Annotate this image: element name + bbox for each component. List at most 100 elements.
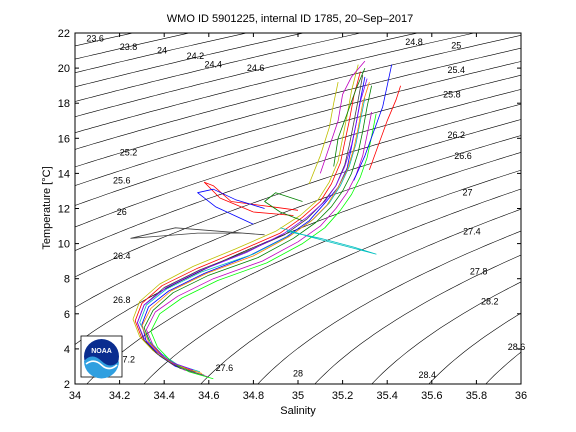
density-contour-line [75, 33, 248, 74]
svg-text:24.8: 24.8 [405, 37, 423, 47]
density-contour-label: 25 [451, 40, 461, 50]
chart-title: WMO ID 5901225, internal ID 1785, 20–Sep… [167, 13, 413, 25]
svg-text:27.4: 27.4 [463, 226, 481, 236]
density-contour-line [75, 33, 305, 88]
svg-text:24: 24 [157, 46, 167, 56]
density-contour-label: 25.6 [113, 175, 131, 185]
density-contour-label: 24.8 [405, 37, 423, 47]
density-contour-label: 25.2 [120, 147, 138, 157]
svg-text:28.6: 28.6 [508, 342, 526, 352]
svg-text:24.6: 24.6 [247, 63, 265, 73]
density-contour-label: 27.4 [463, 226, 481, 236]
svg-text:26.8: 26.8 [113, 295, 131, 305]
svg-text:27.6: 27.6 [216, 363, 234, 373]
density-contour-line [75, 135, 521, 308]
density-contour-label: 26.8 [113, 295, 131, 305]
y-tick-label: 14 [58, 168, 70, 180]
density-contour-label: 27.8 [470, 267, 488, 277]
density-contour-label: 23.8 [120, 42, 138, 52]
x-axis: 34 34.2 34.4 34.6 34.8 35 35.2 35.4 35.6 35.8 36 [69, 33, 527, 402]
density-contour-label: 24.4 [205, 60, 223, 70]
density-contour-line [75, 103, 521, 251]
profile-line [333, 67, 366, 167]
density-contour-label: 26 [117, 207, 127, 217]
svg-text:23.6: 23.6 [86, 33, 104, 43]
svg-text:24.2: 24.2 [187, 51, 205, 61]
density-contour-line [75, 33, 419, 118]
svg-text:26: 26 [117, 207, 127, 217]
density-contour-line [75, 119, 521, 278]
density-contour-labels: 23.6 23.8 24 24.224.4 24.6 24.8 25 25.2 25.4 25.6… [86, 33, 525, 380]
svg-text:27.8: 27.8 [470, 267, 488, 277]
svg-text:27.2: 27.2 [118, 354, 136, 364]
svg-text:25.8: 25.8 [443, 89, 461, 99]
y-tick-label: 18 [58, 98, 70, 110]
noaa-logo: NOAA [80, 335, 123, 379]
svg-text:26.4: 26.4 [113, 251, 131, 261]
svg-text:25.2: 25.2 [120, 147, 138, 157]
density-contour-line [485, 351, 521, 384]
x-axis-label: Salinity [280, 405, 316, 417]
svg-text:28.4: 28.4 [419, 370, 437, 380]
density-contour-line [314, 254, 521, 384]
x-tick-label: 35 [292, 390, 304, 402]
profile-line [203, 181, 299, 216]
svg-text:23.8: 23.8 [120, 42, 138, 52]
y-tick-label: 12 [58, 204, 70, 216]
density-contour-lines [75, 33, 521, 384]
x-tick-label: 34.4 [153, 390, 174, 402]
x-tick-label: 34.8 [243, 390, 264, 402]
profile-line [132, 64, 359, 369]
svg-text:28: 28 [293, 369, 303, 379]
density-contour-label: 24.6 [247, 63, 265, 73]
x-tick-label: 34.6 [198, 390, 219, 402]
density-contour-line [200, 208, 521, 384]
profile-line [197, 188, 265, 225]
x-tick-label: 35.2 [332, 390, 353, 402]
density-contour-label: 28.6 [508, 342, 526, 352]
density-contour-line [371, 281, 521, 384]
density-contour-label: 28.2 [481, 297, 499, 307]
svg-text:25.6: 25.6 [113, 175, 131, 185]
profile-line [264, 192, 303, 222]
density-contour-label: 28 [293, 369, 303, 379]
density-contour-label: 25.4 [448, 65, 466, 75]
profile-line [136, 78, 368, 371]
profile-line [369, 85, 401, 171]
density-contour-label: 26.2 [448, 130, 466, 140]
noaa-logo-text: NOAA [91, 348, 112, 355]
density-contour-label: 27.6 [216, 363, 234, 373]
density-contour-line [75, 74, 521, 206]
density-contour-label: 28.4 [419, 370, 437, 380]
density-contour-label: 26.4 [113, 251, 131, 261]
profile-line [130, 227, 265, 239]
y-tick-label: 6 [64, 309, 70, 321]
profile-series [130, 60, 401, 380]
density-contour-label: 23.6 [86, 33, 104, 43]
svg-text:24.4: 24.4 [205, 60, 223, 70]
x-tick-label: 34.2 [109, 390, 130, 402]
density-contour-label: 27 [462, 188, 472, 198]
y-axis-label: Temperature [°C] [41, 166, 53, 249]
x-tick-label: 35.8 [466, 390, 487, 402]
x-tick-label: 34 [69, 390, 81, 402]
density-contour-line [75, 61, 521, 186]
x-tick-label: 35.4 [376, 390, 397, 402]
profile-line [150, 113, 377, 380]
profile-line [145, 111, 372, 378]
density-contour-line [75, 33, 192, 60]
density-contour-line [143, 188, 521, 384]
profile-line [308, 82, 339, 185]
density-contour-line [75, 47, 521, 168]
y-tick-label: 2 [64, 379, 70, 391]
profile-line [141, 81, 370, 374]
profile-line [143, 85, 372, 376]
profile-line [319, 60, 366, 174]
density-contour-label: 24.2 [187, 51, 205, 61]
density-contour-label: 24 [157, 46, 167, 56]
svg-text:26.2: 26.2 [448, 130, 466, 140]
svg-text:26.6: 26.6 [454, 151, 472, 161]
y-tick-label: 20 [58, 63, 70, 75]
